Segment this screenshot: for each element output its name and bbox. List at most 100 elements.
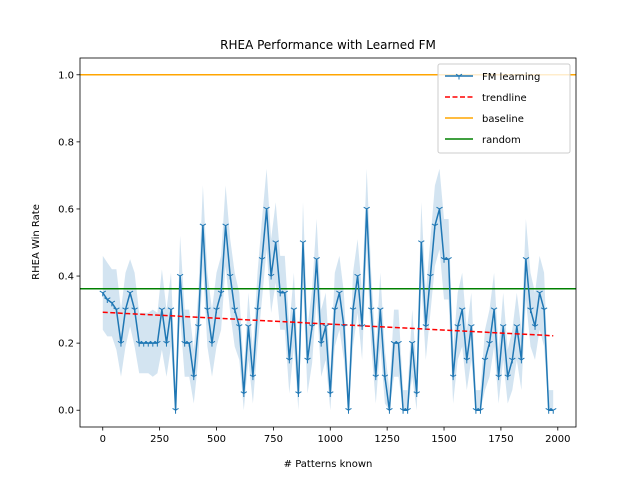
fm-point [427, 273, 434, 280]
y-tick-label: 1.0 [58, 70, 74, 81]
fm-point [290, 307, 298, 314]
fm-point [304, 357, 311, 364]
fm-point [345, 407, 352, 414]
fm-point [486, 340, 493, 347]
fm-point [231, 307, 238, 314]
fm-point [377, 307, 384, 314]
fm-point [308, 324, 316, 330]
fm-point [381, 374, 389, 381]
fm-point [513, 324, 521, 330]
fm-point [522, 257, 530, 263]
fm-point [245, 324, 252, 330]
fm-point [313, 257, 320, 263]
fm-point [199, 223, 207, 230]
fm-point [117, 340, 125, 347]
x-tick-label: 1500 [431, 434, 456, 445]
fm-point [281, 290, 289, 297]
fm-point [327, 391, 334, 397]
fm-point [518, 357, 525, 364]
fm-point [540, 307, 548, 314]
plot-frame [79, 57, 577, 428]
x-tick-label: 2000 [545, 434, 570, 445]
x-axis-label: # Patterns known [284, 459, 373, 470]
x-tick-label: 1250 [374, 434, 399, 445]
fm-point [299, 240, 307, 246]
fm-point [481, 357, 489, 364]
legend: FM learning trendline baseline random [437, 63, 571, 154]
fm-point [131, 307, 138, 314]
y-tick-label: 0.2 [58, 339, 74, 350]
fm-point [386, 407, 393, 414]
fm-point [449, 374, 457, 381]
legend-marker-fm-learning [455, 73, 463, 80]
x-axis-ticks: 0 250 500 750 1000 1250 1500 1750 2000 [100, 427, 571, 445]
fm-point [458, 307, 466, 314]
y-tick-label: 0.4 [58, 272, 74, 283]
fm-point [349, 307, 357, 314]
fm-point [536, 290, 543, 297]
fm-point [395, 340, 402, 347]
y-tick-label: 0.0 [58, 406, 74, 417]
fm-point [172, 407, 179, 414]
fm-point [413, 391, 420, 397]
fm-point [267, 273, 275, 280]
fm-point [295, 391, 302, 397]
fm-point [108, 300, 116, 307]
fm-point [272, 240, 279, 246]
fm-point [185, 340, 193, 347]
fm-point [418, 240, 425, 246]
fm-point [195, 324, 202, 330]
x-tick-label: 250 [150, 434, 169, 445]
fm-point [104, 297, 111, 304]
fm-point [495, 374, 502, 381]
fm-point [436, 206, 443, 213]
fm-point [331, 307, 339, 314]
x-tick-label: 0 [100, 434, 106, 445]
fm-point [263, 206, 270, 213]
fm-point [531, 324, 539, 330]
fm-point [167, 307, 175, 314]
series-markers-layer [99, 206, 557, 414]
fm-point [354, 273, 361, 280]
fm-point [358, 324, 366, 330]
fm-point [490, 307, 498, 314]
fm-point [258, 257, 266, 263]
x-tick-label: 1750 [488, 434, 513, 445]
fm-point [372, 374, 380, 381]
fm-point [408, 340, 416, 347]
fm-point [113, 307, 120, 314]
fm-point [240, 391, 248, 397]
x-tick-label: 500 [207, 434, 226, 445]
fm-point [190, 374, 198, 381]
fm-point [404, 407, 411, 414]
fm-point [254, 307, 261, 314]
fm-point [176, 273, 184, 280]
fm-point [463, 357, 471, 364]
fm-point [468, 324, 475, 330]
fm-learning-line [102, 208, 554, 411]
fm-point [340, 324, 348, 330]
trendline [102, 311, 554, 337]
fm-point [509, 357, 516, 364]
fm-point [422, 324, 430, 330]
fm-point [336, 290, 343, 297]
fm-point [204, 307, 211, 314]
fm-point [322, 324, 329, 330]
fm-point [445, 257, 452, 263]
legend-label-trendline: trendline [482, 93, 527, 104]
y-tick-label: 0.8 [58, 137, 74, 148]
fm-point [236, 324, 243, 330]
fm-point [154, 340, 161, 347]
fm-point [208, 340, 216, 347]
fm-point [158, 307, 166, 314]
fm-point [367, 307, 375, 314]
legend-box [437, 63, 571, 154]
fm-point [286, 357, 293, 364]
y-tick-label: 0.6 [58, 204, 74, 215]
fm-point [549, 407, 557, 414]
fm-point [126, 290, 134, 297]
fm-point [317, 340, 325, 347]
fm-point [499, 324, 507, 330]
fm-point [217, 290, 225, 297]
